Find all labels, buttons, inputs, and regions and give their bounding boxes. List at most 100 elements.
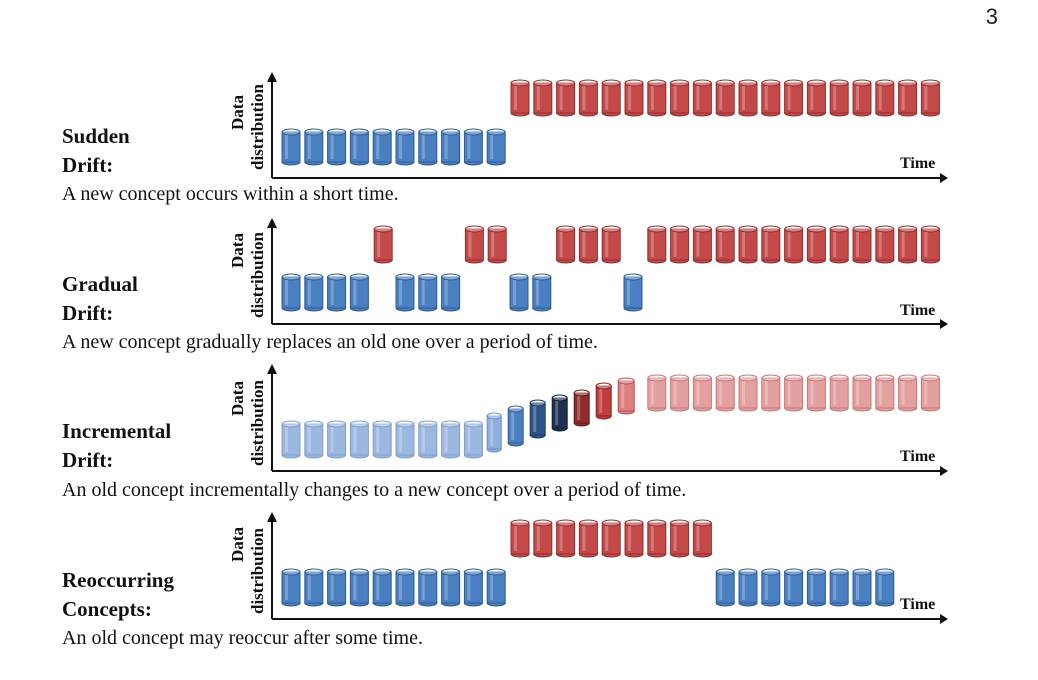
drift-title: Gradual Drift: [62, 272, 138, 325]
cylinder [372, 568, 392, 607]
cylinder [304, 273, 324, 312]
cylinder [486, 568, 506, 607]
page-number: 3 [985, 4, 998, 29]
cylinder [738, 374, 758, 412]
cylinder [487, 225, 507, 264]
cylinder [441, 273, 461, 312]
cylinder [829, 374, 849, 412]
cylinder [281, 128, 301, 166]
x-axis-label: Time [900, 448, 936, 465]
cylinder [806, 225, 826, 264]
cylinder [738, 568, 758, 607]
cylinder [418, 568, 438, 607]
cylinder [327, 273, 347, 312]
cylinder [852, 79, 872, 117]
cylinder [784, 568, 804, 607]
drift-description: An old concept may reoccur after some ti… [62, 627, 423, 649]
cylinder [761, 225, 781, 264]
cylinder [533, 79, 553, 117]
reoccurring-concepts-panel: Data distribution Reoccurring Concepts: T… [62, 512, 948, 649]
cylinder [281, 420, 301, 459]
cylinder [920, 225, 940, 264]
cylinder [395, 420, 415, 459]
cylinder [418, 128, 438, 166]
cylinder [692, 519, 712, 558]
cylinder [852, 225, 872, 264]
cylinder [304, 420, 324, 459]
cylinder [532, 273, 552, 312]
cylinder [692, 225, 712, 264]
cylinder [418, 420, 438, 459]
x-axis-label: Time [900, 596, 936, 613]
cylinder [395, 273, 415, 312]
cylinder [418, 273, 438, 312]
cylinder [595, 382, 612, 420]
cylinder [623, 273, 643, 312]
cylinder [463, 568, 483, 607]
cylinder [578, 225, 598, 264]
cylinder [533, 519, 553, 558]
cylinder [601, 79, 621, 117]
cylinder [601, 519, 621, 558]
cylinder [920, 79, 940, 117]
cylinder [441, 420, 461, 459]
cylinder [372, 128, 392, 166]
cylinder [670, 519, 690, 558]
cylinder [281, 568, 301, 607]
drift-description: A new concept occurs within a short time… [62, 183, 399, 205]
incremental-drift-chart [267, 364, 948, 476]
drift-title: Reoccurring Concepts: [62, 568, 174, 621]
cylinder [829, 568, 849, 607]
cylinder [761, 79, 781, 117]
cylinder [578, 79, 598, 117]
cylinder [670, 374, 690, 412]
drift-title: Incremental Drift: [62, 419, 172, 472]
cylinder [898, 374, 918, 412]
cylinder [761, 568, 781, 607]
gradual-drift-panel: Data distribution Gradual Drift: Time A n… [62, 218, 948, 353]
cylinder [715, 568, 735, 607]
cylinder [327, 420, 347, 459]
cylinder [395, 128, 415, 166]
cylinder [373, 225, 393, 264]
cylinder [692, 374, 712, 412]
cylinder [806, 374, 826, 412]
cylinder [647, 374, 667, 412]
cylinder [486, 412, 502, 453]
cylinder [875, 374, 895, 412]
cylinder [327, 568, 347, 607]
cylinder [349, 273, 369, 312]
cylinder [463, 420, 483, 459]
cylinder [784, 374, 804, 412]
cylinder [852, 374, 872, 412]
cylinder [510, 519, 530, 558]
cylinder [670, 79, 690, 117]
sudden-drift-chart [267, 72, 948, 183]
cylinder [829, 225, 849, 264]
sudden-drift-panel: Data distribution Sudden Drift: Time A ne… [0, 0, 1038, 210]
cylinder [806, 568, 826, 607]
cylinder [578, 519, 598, 558]
x-axis-label: Time [900, 155, 936, 172]
drift-title: Sudden Drift: [62, 124, 130, 177]
cylinder [647, 519, 667, 558]
cylinder [349, 128, 369, 166]
cylinder [784, 225, 804, 264]
incremental-drift-panel: Data distribution Incremental Drift: Time… [62, 364, 948, 501]
cylinder [529, 399, 546, 439]
cylinder [395, 568, 415, 607]
cylinder [852, 568, 872, 607]
drift-description: An old concept incrementally changes to … [62, 479, 687, 501]
cylinder [761, 374, 781, 412]
cylinder [715, 225, 735, 264]
cylinder [647, 79, 667, 117]
cylinder [647, 225, 667, 264]
cylinder [509, 273, 529, 312]
cylinder [898, 225, 918, 264]
cylinder [875, 568, 895, 607]
cylinder [304, 568, 324, 607]
cylinder [784, 79, 804, 117]
cylinder [738, 225, 758, 264]
cylinder [898, 79, 918, 117]
cylinder [372, 420, 392, 459]
